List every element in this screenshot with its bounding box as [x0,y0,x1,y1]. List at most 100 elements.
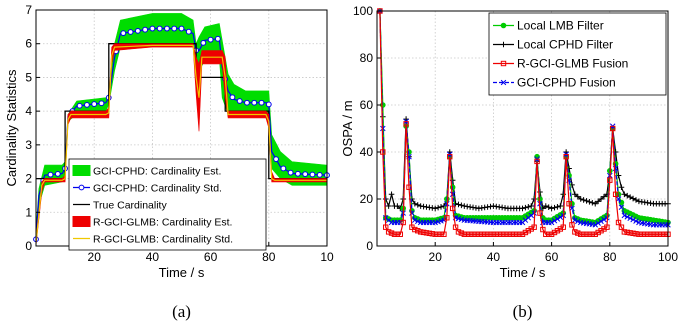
r-gci-glmb-fusion-point [537,210,543,216]
r-gci-glmb-fusion-point [545,231,552,237]
local-cphd-filter-point [551,204,558,211]
x-tick-label: 40 [146,250,160,264]
legend-marker [500,41,507,48]
local-cphd-filter-point [595,198,601,205]
local-cphd-filter-point [580,197,587,203]
legend-label: Local CPHD Filter [517,38,613,52]
r-gci-glmb-fusion-point [589,231,596,237]
legend-item: GCI-CPHD Fusion [493,76,616,90]
r-gci-glmb-fusion-point [490,231,497,237]
y-tick-label: 100 [353,4,373,18]
legend-box [68,158,267,251]
legend-marker [500,60,507,67]
local-cphd-filter-point [519,205,526,212]
chart-a-y-ticks: 0 1 2 3 4 5 6 7 [25,3,40,253]
local-cphd-filter-point [598,196,604,202]
local-cphd-filter-point [601,193,607,200]
local-cphd-filter-point [630,195,636,202]
r-gci-glmb-fusion-point [502,231,508,237]
chart-b-y-ticks: 0 20 40 60 80 100 [353,4,381,253]
local-cphd-filter-point [574,193,581,200]
local-cphd-filter-point [621,191,628,198]
local-cphd-filter-point [589,199,596,206]
local-cphd-filter-point [577,196,584,202]
r-gci-glmb-fusion-point [415,228,421,234]
gci-cphd-cardinality-std-point [244,99,250,106]
r-gci-glmb-fusion-point [508,231,514,237]
gci-cphd-fusion-point [615,196,622,202]
local-cphd-filter-point [592,200,599,207]
legend-label: R-GCI-GLMB: Cardinality Est. [93,217,232,229]
gci-cphd-fusion-point [575,218,581,225]
r-gci-glmb-fusion-point [473,231,479,237]
local-cphd-filter-point [583,198,590,204]
r-gci-glmb-fusion-point [618,224,625,230]
r-gci-glmb-fusion-point [540,226,546,233]
x-tick-label: 80 [262,250,276,264]
gci-cphd-fusion-point [414,218,421,225]
r-gci-glmb-fusion-point [461,231,468,237]
r-gci-glmb-fusion-point [385,229,392,235]
chart-a-legend: GCI-CPHD: Cardinality Est. GCI-CPHD: Card… [68,158,267,251]
y-tick-label: 1 [25,205,32,219]
gci-cphd-cardinality-std-point [309,171,316,178]
local-cphd-filter-point [528,203,535,209]
r-gci-glmb-fusion-point [662,231,668,237]
local-cphd-filter-point [586,199,593,205]
legend-item: GCI-CPHD: Cardinality Est. [72,165,221,178]
y-tick-label: 40 [360,145,374,159]
gci-cphd-cardinality-std-point [91,101,98,107]
gci-cphd-fusion-point [554,216,561,222]
r-gci-glmb-fusion-point [479,231,485,237]
r-gci-glmb-fusion-point [621,229,628,235]
r-gci-glmb-fusion-point [575,230,581,236]
gci-cphd-cardinality-std-point [295,170,301,177]
chart-a-x-ticks: 20 40 60 80 10 [88,242,334,264]
r-gci-glmb-fusion-point [624,229,630,236]
r-gci-glmb-fusion-line [379,10,668,235]
r-gci-glmb-fusion-point [412,226,418,233]
local-cphd-filter-point [435,204,441,211]
r-gci-glmb-fusion-point [650,231,657,237]
gci-cphd-fusion-point [630,216,636,223]
r-gci-glmb-fusion-point [563,154,569,160]
r-gci-glmb-fusion-point [543,231,549,237]
legend-label: GCI-CPHD: Cardinality Std. [93,183,222,195]
r-gci-glmb-fusion-point [653,231,660,237]
legend-label: Local LMB Filter [517,19,604,33]
r-gci-glmb-fusion-point [481,231,488,237]
chart-b-caption: (b) [513,302,533,321]
y-tick-label: 60 [360,98,374,112]
legend-marker [78,184,85,191]
r-gci-glmb-fusion-point [397,231,403,237]
chart-b-frame [376,10,669,247]
r-gci-glmb-fusion-point [400,219,406,226]
gci-cphd-cardinality-std-point [84,102,90,108]
local-cphd-filter-point [438,204,444,210]
r-gci-glmb-fusion-point [566,201,572,207]
gci-cphd-cardinality-std-point [134,27,141,34]
r-gci-glmb-fusion-point [447,154,453,160]
r-gci-glmb-fusion-point [505,231,511,237]
r-gci-glmb-fusion-point [627,230,633,236]
local-cphd-filter-point [627,194,633,200]
chart-a-caption: (a) [172,302,191,321]
y-tick-label: 6 [25,37,32,51]
r-gci-glmb-fusion-point [642,231,648,237]
local-cphd-filter-point [458,202,465,209]
chart-b-x-ticks: 20 40 60 80 100 [429,242,678,264]
local-cphd-filter-point [455,201,462,208]
x-tick-label: 10 [320,250,334,264]
r-gci-glmb-fusion-point [615,219,622,226]
r-gci-glmb-fusion-point [458,230,465,236]
r-gci-glmb-fusion-point [470,231,476,237]
legend-swatch [72,165,91,176]
local-lmb-filter-point [380,102,386,108]
r-gci-glmb-fusion-point [583,231,590,237]
legend-label: True Cardinality [93,200,167,212]
r-gci-glmb-fusion-point [452,224,459,230]
r-gci-glmb-fusion-point [394,231,401,237]
y-tick-label: 0 [366,239,373,253]
gci-cphd-cardinality-std-point [214,35,221,42]
r-gci-glmb-fusion-point [604,224,610,230]
